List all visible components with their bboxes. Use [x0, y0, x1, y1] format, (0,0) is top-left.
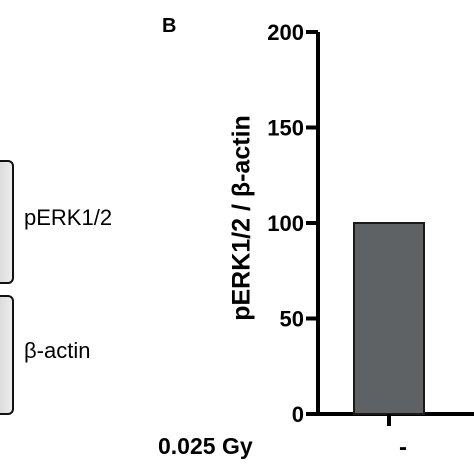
chart-axes: 0 50 100 150 200 [267, 20, 474, 427]
panel-letter: B [162, 15, 177, 37]
y-tick-label: 200 [267, 20, 304, 45]
y-tick-label: 0 [292, 402, 304, 427]
chart-x-ticks: - [387, 414, 407, 461]
chart-bars [353, 222, 425, 415]
x-tick-label: - [399, 434, 407, 461]
bar [353, 222, 425, 415]
y-tick-label: 50 [280, 307, 304, 332]
actin-blot-band [0, 295, 14, 415]
treatment-label: 0.025 Gy [158, 433, 253, 459]
blot-label-actin: β-actin [24, 338, 91, 363]
y-tick-label: 150 [267, 116, 304, 141]
perk-blot-band [0, 160, 14, 284]
blot-label-perk: pERK1/2 [24, 205, 113, 230]
y-axis-label: pERK1/2 / β-actin [227, 115, 256, 321]
y-tick-label: 100 [267, 211, 304, 236]
